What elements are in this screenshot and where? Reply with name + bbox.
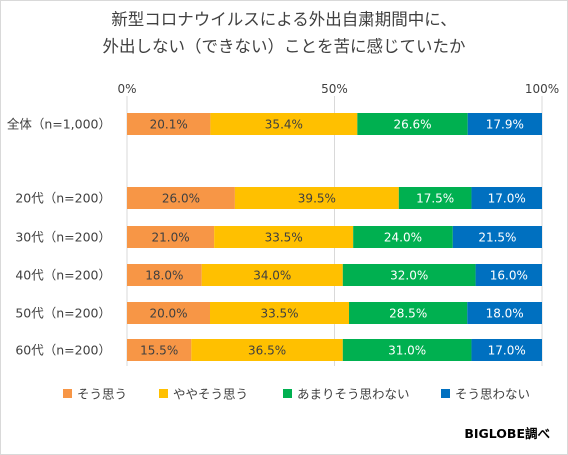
- data-label-1-1: 39.5%: [298, 192, 336, 206]
- bar-segment-1-0: [127, 187, 235, 209]
- bar-segment-0-0: [127, 113, 211, 135]
- category-label-0: 全体（n=1,000）: [7, 117, 111, 132]
- bar-segment-4-3: [467, 302, 542, 324]
- data-label-5-0: 15.5%: [140, 344, 178, 358]
- category-label-3: 40代（n=200）: [15, 268, 111, 283]
- bar-segment-5-2: [342, 339, 472, 361]
- bar-segment-5-1: [191, 339, 343, 361]
- data-label-5-1: 36.5%: [248, 344, 286, 358]
- category-label-1: 20代（n=200）: [15, 191, 111, 206]
- data-label-2-2: 24.0%: [384, 231, 422, 245]
- x-tick-label-2: 100%: [525, 82, 559, 96]
- data-label-5-3: 17.0%: [488, 344, 526, 358]
- legend-swatch-3: [441, 389, 450, 398]
- bar-segment-1-1: [234, 187, 399, 209]
- bar-segment-2-2: [353, 226, 453, 248]
- x-tick-label-1: 50%: [321, 82, 348, 96]
- category-label-2: 30代（n=200）: [15, 230, 111, 245]
- legend-swatch-2: [283, 389, 292, 398]
- data-label-2-1: 33.5%: [265, 231, 303, 245]
- data-label-3-3: 16.0%: [490, 269, 528, 283]
- data-label-2-0: 21.0%: [152, 231, 190, 245]
- data-label-4-0: 20.0%: [149, 307, 187, 321]
- bar-segment-3-3: [475, 264, 542, 286]
- bar-segment-2-0: [127, 226, 215, 248]
- data-label-5-2: 31.0%: [388, 344, 426, 358]
- data-label-2-3: 21.5%: [478, 231, 516, 245]
- data-label-4-1: 33.5%: [260, 307, 298, 321]
- x-tick-label-0: 0%: [117, 82, 136, 96]
- data-label-0-2: 26.6%: [393, 118, 431, 132]
- legend-label-1: ややそう思う: [173, 387, 248, 402]
- bar-segment-5-3: [471, 339, 542, 361]
- data-label-1-3: 17.0%: [488, 192, 526, 206]
- legend-label-0: そう思う: [77, 387, 127, 402]
- data-label-3-0: 18.0%: [145, 269, 183, 283]
- bar-segment-3-1: [201, 264, 343, 286]
- category-label-4: 50代（n=200）: [15, 306, 111, 321]
- bar-segment-0-2: [357, 113, 468, 135]
- data-label-0-1: 35.4%: [265, 118, 303, 132]
- chart-title-line-1: 新型コロナウイルスによる外出自粛期間中に、: [111, 10, 457, 29]
- chart-title-line-2: 外出しない（できない）ことを苦に感じていたか: [103, 37, 466, 56]
- source-note: BIGLOBE調べ: [464, 426, 550, 441]
- legend-swatch-0: [63, 389, 72, 398]
- bar-segment-0-1: [210, 113, 358, 135]
- data-label-4-2: 28.5%: [389, 307, 427, 321]
- bar-segment-4-2: [349, 302, 468, 324]
- category-label-5: 60代（n=200）: [15, 343, 111, 358]
- bar-segment-2-3: [452, 226, 542, 248]
- bar-segment-1-3: [471, 187, 542, 209]
- bar-segment-2-1: [214, 226, 354, 248]
- bar-segment-4-1: [210, 302, 350, 324]
- data-label-0-0: 20.1%: [150, 118, 188, 132]
- legend-label-2: あまりそう思わない: [297, 387, 410, 402]
- legend-label-3: そう思わない: [455, 387, 530, 402]
- data-label-3-2: 32.0%: [390, 269, 428, 283]
- bar-segment-3-2: [342, 264, 476, 286]
- data-label-1-0: 26.0%: [162, 192, 200, 206]
- data-label-4-3: 18.0%: [486, 307, 524, 321]
- bar-segment-1-2: [398, 187, 472, 209]
- bar-segment-4-0: [127, 302, 210, 324]
- bar-segment-3-0: [127, 264, 202, 286]
- bar-segment-5-0: [127, 339, 192, 361]
- data-label-0-3: 17.9%: [486, 118, 524, 132]
- legend-swatch-1: [159, 389, 168, 398]
- bar-segment-0-3: [467, 113, 542, 135]
- data-label-1-2: 17.5%: [416, 192, 454, 206]
- data-label-3-1: 34.0%: [253, 269, 291, 283]
